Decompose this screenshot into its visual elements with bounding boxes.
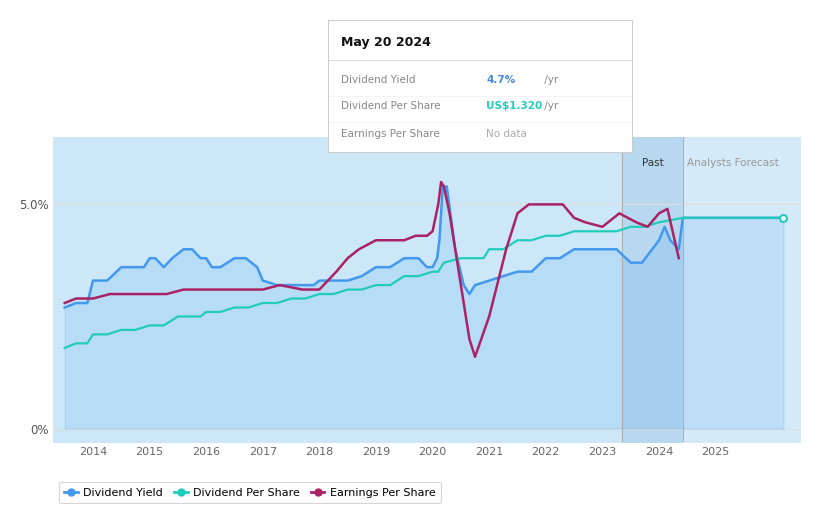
Text: Past: Past	[641, 157, 663, 168]
Text: Dividend Per Share: Dividend Per Share	[341, 101, 440, 111]
Text: Analysts Forecast: Analysts Forecast	[687, 157, 779, 168]
Text: No data: No data	[486, 129, 527, 139]
Text: 4.7%: 4.7%	[486, 75, 516, 85]
Text: Earnings Per Share: Earnings Per Share	[341, 129, 439, 139]
Text: Dividend Yield: Dividend Yield	[341, 75, 415, 85]
Legend: Dividend Yield, Dividend Per Share, Earnings Per Share: Dividend Yield, Dividend Per Share, Earn…	[59, 482, 442, 503]
Text: May 20 2024: May 20 2024	[341, 36, 430, 49]
Text: /yr: /yr	[541, 101, 558, 111]
Text: US$1.320: US$1.320	[486, 101, 543, 111]
Text: /yr: /yr	[541, 75, 558, 85]
